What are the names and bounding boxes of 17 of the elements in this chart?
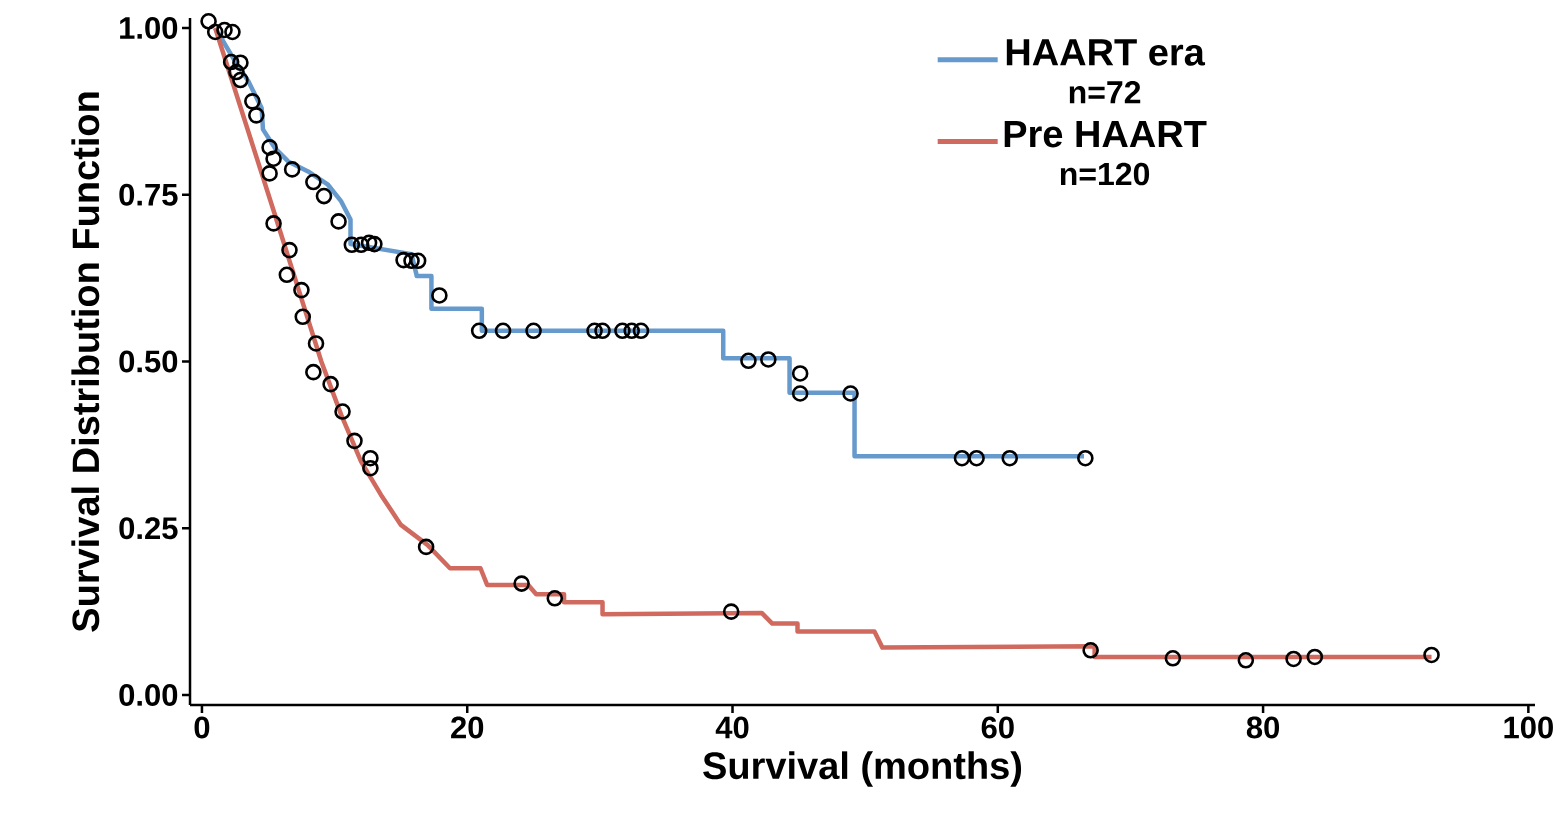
x-tick-label: 80	[1246, 716, 1280, 739]
legend-label: Pre HAART	[1004, 120, 1207, 148]
x-tick-label: 60	[981, 716, 1014, 739]
y-tick-label: 0.25	[119, 517, 178, 540]
y-axis-title: Survival Distribution Function	[71, 92, 100, 632]
y-tick-label: 0.50	[119, 350, 178, 373]
y-tick-label: 0.00	[119, 684, 178, 706]
annotation: n=72	[1069, 81, 1141, 104]
legend-label: HAART era	[1006, 39, 1206, 66]
x-tick-label: 40	[715, 716, 749, 739]
y-tick-label: 0.75	[119, 183, 178, 206]
x-tick-label: 100	[1504, 716, 1553, 739]
annotation: n=120	[1060, 162, 1150, 186]
x-tick-label: 0	[194, 716, 210, 739]
x-axis-title: Survival (months)	[703, 751, 1022, 787]
y-tick-label: 1.00	[120, 17, 178, 39]
x-tick-label: 20	[451, 716, 484, 739]
